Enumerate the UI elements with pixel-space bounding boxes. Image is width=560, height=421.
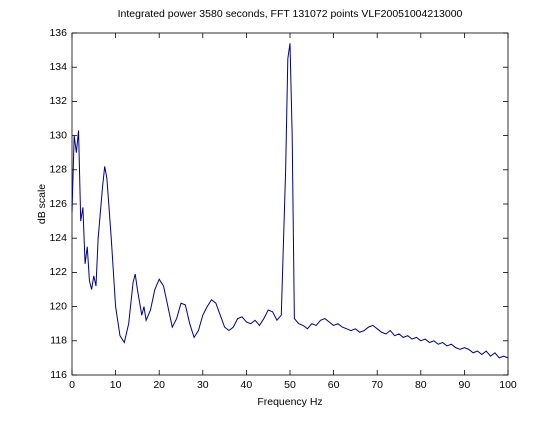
x-tick-label: 60 xyxy=(328,379,340,391)
x-tick-label: 30 xyxy=(197,379,209,391)
x-tick-label: 50 xyxy=(284,379,296,391)
x-tick-label: 20 xyxy=(153,379,165,391)
x-tick-label: 0 xyxy=(69,379,75,391)
y-tick-label: 136 xyxy=(49,27,67,39)
x-tick-label: 80 xyxy=(415,379,427,391)
x-tick-label: 10 xyxy=(110,379,122,391)
x-axis-label: Frequency Hz xyxy=(257,396,322,408)
y-tick-label: 130 xyxy=(49,129,67,141)
y-axis-label: dB scale xyxy=(36,184,48,224)
y-tick-label: 134 xyxy=(49,61,67,73)
y-tick-label: 116 xyxy=(50,369,67,381)
x-tick-label: 100 xyxy=(499,379,517,391)
y-tick-label: 122 xyxy=(49,266,67,278)
y-tick-label: 124 xyxy=(49,232,67,244)
plot-frame xyxy=(71,32,509,376)
y-tick-label: 128 xyxy=(49,164,67,176)
y-tick-label: 126 xyxy=(49,198,67,210)
x-tick-label: 70 xyxy=(371,379,383,391)
chart-title: Integrated power 3580 seconds, FFT 13107… xyxy=(118,8,463,20)
y-tick-label: 132 xyxy=(49,95,67,107)
y-tick-label: 118 xyxy=(50,335,67,347)
data-line xyxy=(71,43,509,359)
x-tick-label: 40 xyxy=(241,379,253,391)
x-tick-label: 90 xyxy=(459,379,471,391)
y-tick-label: 120 xyxy=(49,300,67,312)
